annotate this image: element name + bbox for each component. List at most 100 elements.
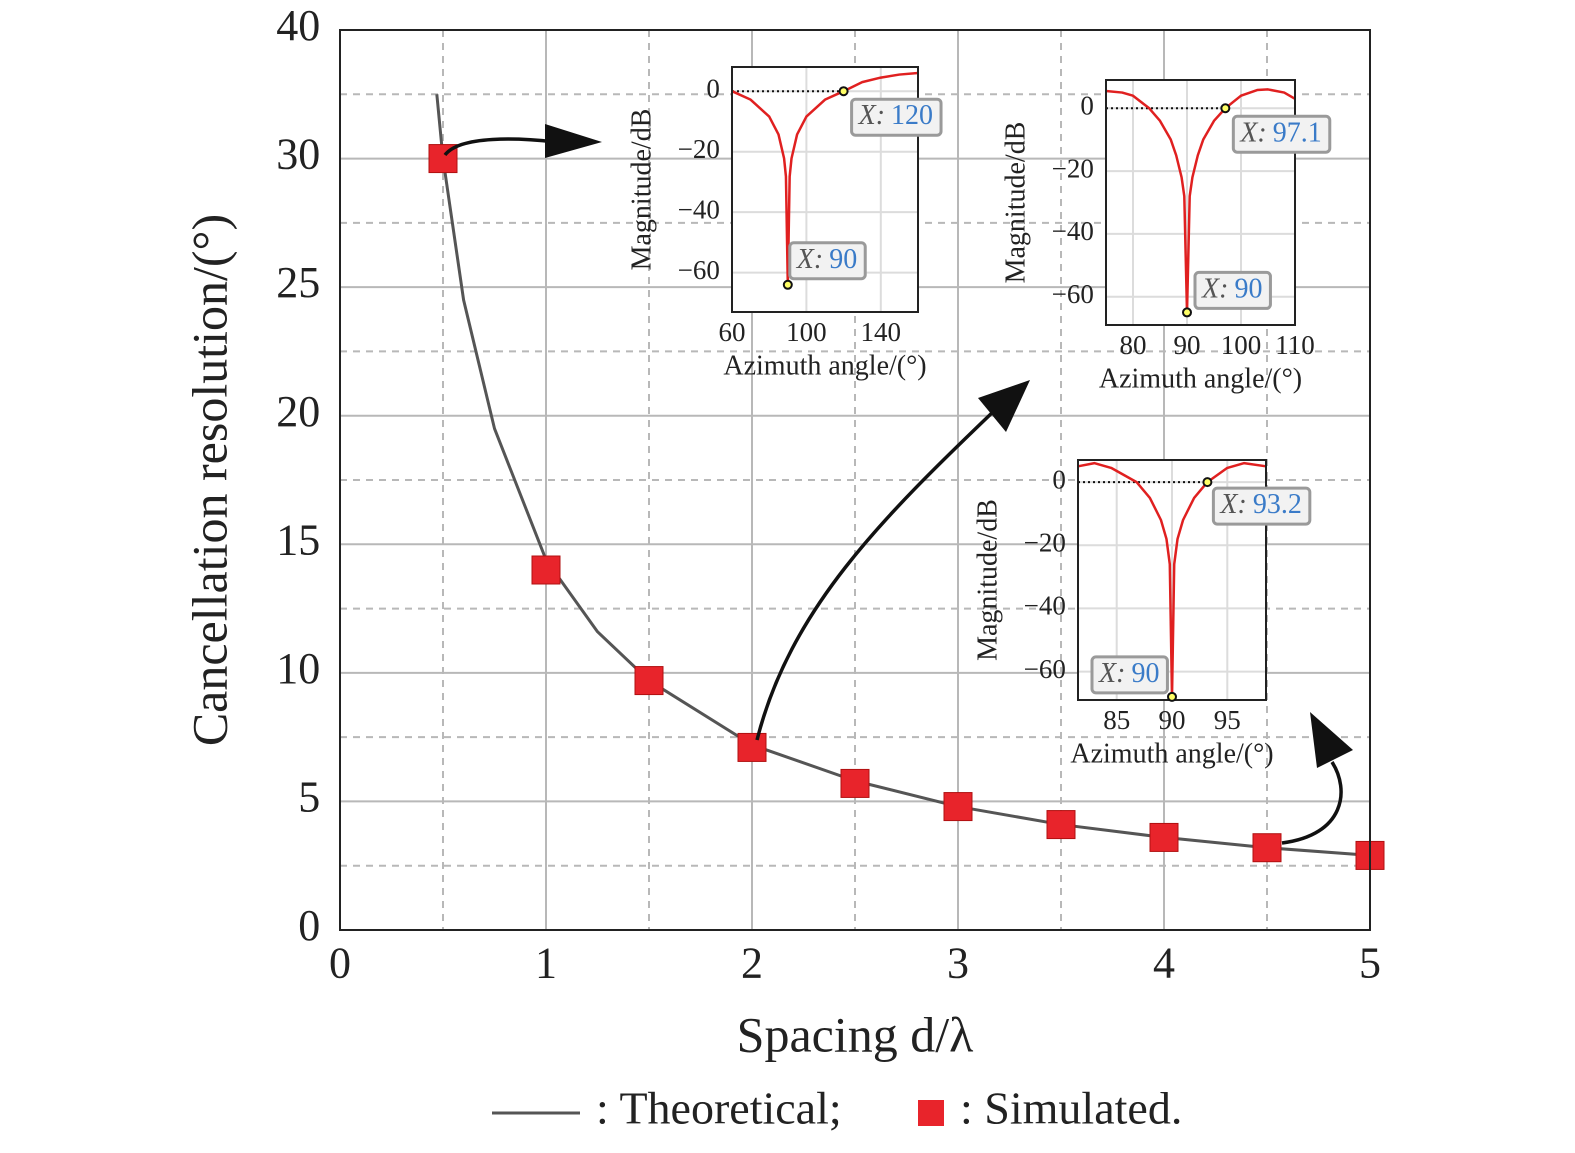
y-tick-label: 5: [298, 773, 320, 822]
y-tick-label: −20: [1052, 153, 1094, 183]
y-tick-label: 25: [276, 258, 320, 307]
y-tick-label: −40: [1024, 591, 1066, 621]
y-axis-title: Magnitude/dB: [972, 499, 1003, 661]
x-axis-title: Spacing d/λ: [737, 1006, 974, 1062]
arrowheads: [545, 124, 1353, 768]
datatip-marker: [1220, 103, 1231, 114]
x-tick-label: 90: [1159, 705, 1186, 735]
x-tick-label: 100: [786, 317, 827, 347]
datatip-marker: [1202, 477, 1213, 488]
arrowhead: [978, 380, 1030, 432]
datatip-label: X:: [1219, 490, 1246, 521]
x-tick-label: 2: [741, 938, 763, 987]
y-tick-label: −20: [1024, 527, 1066, 557]
datatip-label: X:: [1201, 274, 1228, 305]
datatip-box: [1193, 270, 1272, 310]
data-marker: [737, 732, 767, 762]
plot-frame: [1105, 79, 1296, 326]
legend-swatch: [918, 1100, 944, 1126]
y-axis-title: Magnitude/dB: [626, 109, 657, 271]
arrow: [443, 137, 556, 157]
x-tick-label: 0: [329, 938, 351, 987]
y-tick-label: −60: [1024, 654, 1066, 684]
y-tick-label: 10: [276, 644, 320, 693]
datatip-box: [1090, 655, 1169, 695]
x-tick-label: 90: [1174, 330, 1201, 360]
datatip-label: X:: [858, 101, 885, 132]
y-axis-title: Cancellation resolution/(°): [181, 214, 237, 746]
x-axis-title: Azimuth angle/(°): [1070, 738, 1273, 769]
data-marker: [1046, 810, 1076, 840]
legend: : Theoretical; : Simulated.: [492, 1083, 1182, 1134]
data-line: [435, 94, 1371, 857]
y-tick-label: −60: [1052, 279, 1094, 309]
datatip-label: X:: [1098, 658, 1125, 689]
datatip-text: X: 90: [796, 244, 857, 275]
legend-label: : Theoretical;: [596, 1083, 842, 1134]
x-axis-title: Azimuth angle/(°): [1099, 363, 1302, 394]
datatip-value: 90: [1234, 274, 1262, 305]
y-tick-label: 0: [1080, 90, 1094, 120]
datatip-text: X: 120: [858, 101, 933, 132]
datatip-marker: [838, 86, 849, 97]
y-tick-label: 0: [706, 73, 720, 103]
arrow: [755, 408, 997, 741]
y-tick-label: −40: [678, 194, 720, 224]
datatip-marker: [1182, 307, 1192, 318]
data-marker: [1149, 822, 1179, 852]
datatip-text: X: 90: [1098, 658, 1159, 689]
y-tick-label: −60: [678, 255, 720, 285]
datatip-box: [788, 241, 867, 281]
data-line: [1105, 88, 1296, 314]
datatip-box: [1211, 486, 1312, 526]
arrowhead: [545, 124, 602, 158]
datatip-text: X: 90: [1201, 274, 1262, 305]
y-axis-title: Magnitude/dB: [1000, 122, 1031, 284]
x-tick-label: 1: [535, 938, 557, 987]
data-marker: [1252, 833, 1282, 863]
datatip-value: 90: [1131, 658, 1159, 689]
arrows: [443, 137, 1343, 845]
datatip-label: X:: [796, 244, 823, 275]
arrow: [1281, 761, 1343, 845]
x-axis-title: Azimuth angle/(°): [723, 350, 926, 381]
y-tick-label: 0: [1052, 464, 1066, 494]
datatip-text: X: 93.2: [1219, 490, 1301, 521]
legend-label: : Simulated.: [960, 1083, 1182, 1134]
datatip-box: [850, 97, 943, 137]
x-tick-label: 85: [1103, 705, 1130, 735]
x-tick-label: 80: [1120, 330, 1147, 360]
x-tick-label: 5: [1359, 938, 1381, 987]
x-tick-label: 95: [1214, 705, 1241, 735]
datatip-box: [1231, 114, 1332, 154]
datatip-value: 93.2: [1253, 490, 1302, 521]
arrowhead: [1310, 712, 1353, 768]
datatip-text: X: 97.1: [1239, 118, 1321, 149]
inset-chart: 85 90 950−20−40−60X: 93.2X: 90Magnitude/dBAz…: [972, 459, 1312, 769]
plot-frame: [731, 66, 919, 313]
datatip-value: 90: [829, 244, 857, 275]
y-tick-label: 20: [276, 387, 320, 436]
data-marker: [531, 555, 561, 585]
data-line: [731, 71, 919, 287]
datatip-marker: [1167, 691, 1177, 702]
x-tick-label: 110: [1275, 330, 1315, 360]
datatip-value: 97.1: [1273, 118, 1322, 149]
x-tick-label: 3: [947, 938, 969, 987]
y-tick-label: 30: [276, 130, 320, 179]
data-marker: [840, 768, 870, 798]
y-tick-label: 40: [276, 1, 320, 50]
x-tick-label: 4: [1153, 938, 1175, 987]
data-marker: [943, 792, 973, 822]
y-tick-label: −20: [678, 134, 720, 164]
x-tick-label: 100: [1221, 330, 1262, 360]
datatip-marker: [782, 279, 793, 290]
x-tick-label: 60: [719, 317, 746, 347]
y-tick-label: 0: [298, 901, 320, 950]
y-tick-label: 15: [276, 515, 320, 564]
plot-frame: [339, 29, 1371, 931]
